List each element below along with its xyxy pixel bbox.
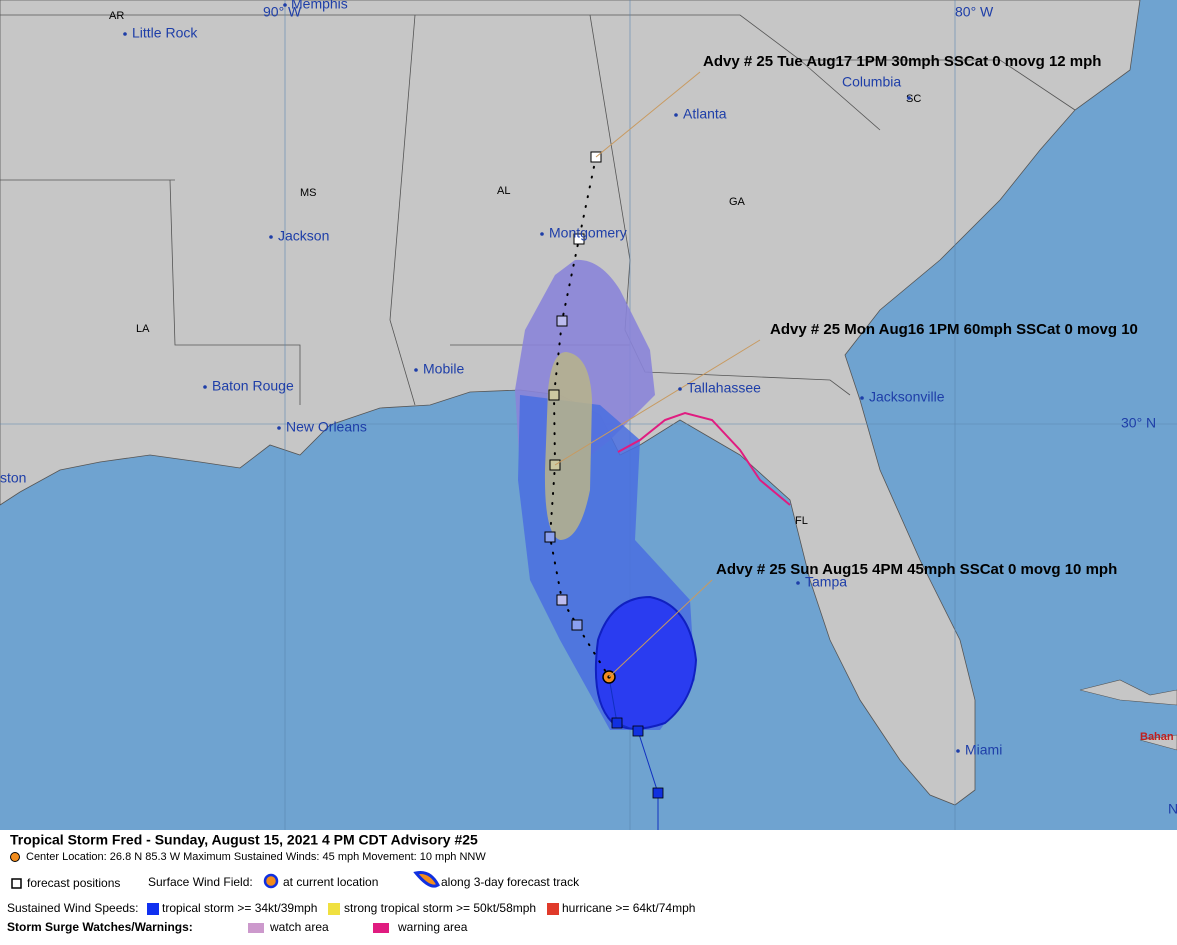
- leader-lines: [554, 71, 761, 678]
- legend-text: Surface Wind Field:: [148, 875, 253, 889]
- city-label: Atlanta: [683, 106, 727, 122]
- swatch: [373, 923, 389, 933]
- swatch: [147, 903, 159, 915]
- graticule-label: 80° W: [955, 4, 994, 20]
- cities: Memphis Little Rock Jackson Montgomery A…: [0, 0, 1177, 817]
- legend-text: forecast positions: [27, 876, 120, 890]
- city-label: Memphis: [291, 0, 348, 12]
- legend-text: warning area: [397, 920, 468, 934]
- graticule-label: 30° N: [1121, 415, 1156, 431]
- city-label: Miami: [965, 742, 1002, 758]
- city-label: Mobile: [423, 361, 464, 377]
- state-label: AL: [497, 185, 510, 197]
- graticule-label: 90° W: [263, 4, 302, 20]
- city-label: Montgomery: [549, 225, 627, 241]
- forecast-icon: [11, 878, 22, 889]
- legend-title: Tropical Storm Fred - Sunday, August 15,…: [10, 832, 478, 848]
- swatch: [328, 903, 340, 915]
- city-label: Little Rock: [132, 25, 198, 41]
- cuba-bahamas: [1079, 679, 1177, 751]
- legend-text: tropical storm >= 34kt/39mph: [162, 901, 317, 915]
- legend-text: Storm Surge Watches/Warnings:: [7, 920, 193, 934]
- city-label: ston: [0, 470, 26, 486]
- city-label: Tampa: [805, 574, 847, 590]
- advisory-label: Advy # 25 Tue Aug17 1PM 30mph SSCat 0 mo…: [703, 53, 1101, 70]
- city-label: Baton Rouge: [212, 378, 294, 394]
- city-label: Bahan: [1140, 731, 1174, 743]
- state-label: GA: [729, 196, 746, 208]
- current-field-icon: [263, 873, 279, 889]
- state-labels: AR MS AL GA LA FL SC: [109, 10, 921, 527]
- center-icon: [10, 852, 20, 862]
- city-label: Tallahassee: [687, 380, 761, 396]
- state-label: FL: [795, 515, 808, 527]
- swatch: [248, 923, 264, 933]
- state-label: LA: [136, 323, 150, 335]
- legend-text: watch area: [269, 920, 329, 934]
- legend-text: along 3-day forecast track: [441, 875, 580, 889]
- legend-panel: [0, 830, 1177, 940]
- legend-text: hurricane >= 64kt/74mph: [562, 901, 695, 915]
- state-label: MS: [300, 187, 317, 199]
- city-label: Columbia: [842, 74, 901, 90]
- legend-details: Center Location: 26.8 N 85.3 W Maximum S…: [26, 851, 486, 863]
- city-label: Jackson: [278, 228, 329, 244]
- track-field-icon: [413, 871, 440, 888]
- swatch: [547, 903, 559, 915]
- city-label: N: [1168, 801, 1177, 817]
- advisory-label: Advy # 25 Sun Aug15 4PM 45mph SSCat 0 mo…: [716, 561, 1117, 578]
- state-label: AR: [109, 10, 124, 22]
- city-label: New Orleans: [286, 419, 367, 435]
- legend-text: strong tropical storm >= 50kt/58mph: [344, 901, 536, 915]
- advisory-label: Advy # 25 Mon Aug16 1PM 60mph SSCat 0 mo…: [770, 321, 1138, 338]
- warning-area: [617, 411, 791, 506]
- city-label: Jacksonville: [869, 389, 945, 405]
- legend-text: Sustained Wind Speeds:: [7, 901, 138, 915]
- state-label: SC: [906, 93, 921, 105]
- legend-text: at current location: [283, 875, 378, 889]
